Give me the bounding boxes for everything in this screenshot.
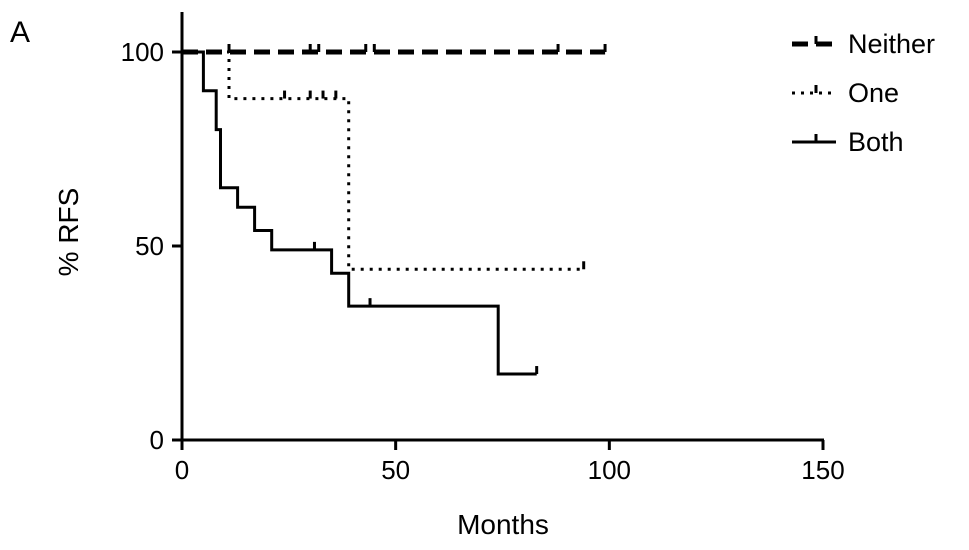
legend: Neither One Both <box>792 29 935 157</box>
plot-area <box>182 44 607 376</box>
y-tick-label: 100 <box>121 37 164 67</box>
x-axis-title: Months <box>457 509 549 540</box>
x-tick-label: 150 <box>801 455 844 485</box>
x-axis: 0 50 100 150 Months <box>175 438 845 540</box>
censor-marks <box>227 44 607 375</box>
y-axis-title: % RFS <box>53 188 84 277</box>
x-tick-label: 100 <box>588 455 631 485</box>
panel-label: A <box>10 16 30 49</box>
legend-label-both: Both <box>848 127 904 157</box>
x-ticks: 0 50 100 150 <box>175 440 845 485</box>
legend-label-neither: Neither <box>848 29 935 59</box>
legend-label-one: One <box>848 78 899 108</box>
series-lines <box>182 49 606 376</box>
y-tick-label: 0 <box>150 425 164 455</box>
series-both-line <box>182 50 537 376</box>
x-tick-label: 50 <box>381 455 410 485</box>
y-tick-label: 50 <box>135 231 164 261</box>
y-ticks: 0 50 100 <box>121 37 182 455</box>
x-tick-label: 0 <box>175 455 189 485</box>
series-one-line <box>182 50 584 271</box>
y-axis: 0 50 100 % RFS <box>53 12 184 455</box>
